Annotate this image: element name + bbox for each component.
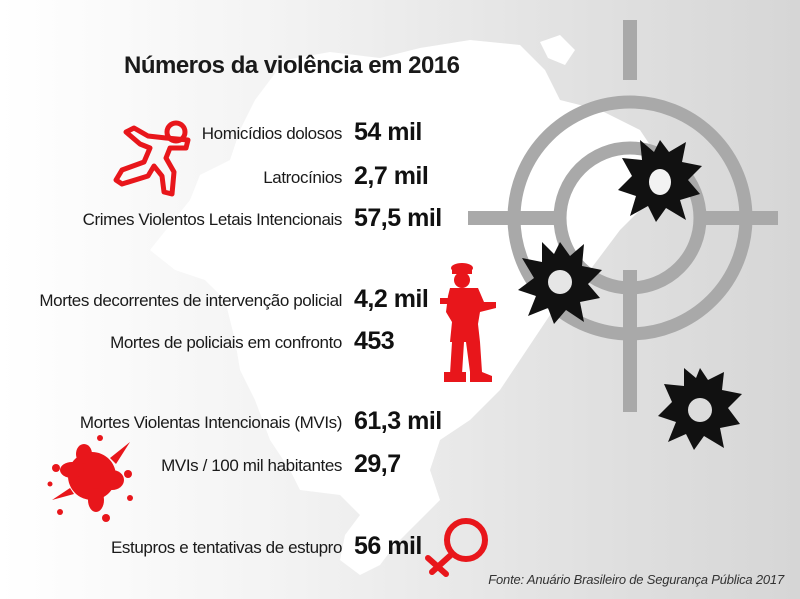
stat-value-cvli: 57,5 mil bbox=[354, 204, 442, 232]
stat-label-mortes-intervencao-policial: Mortes decorrentes de intervenção polici… bbox=[39, 291, 342, 310]
stat-value-mvis-por-100-mil: 29,7 bbox=[354, 450, 401, 478]
stat-value-mvis: 61,3 mil bbox=[354, 407, 442, 435]
stat-label-mvis-por-100-mil: MVIs / 100 mil habitantes bbox=[161, 456, 342, 475]
stat-value-estupros: 56 mil bbox=[354, 532, 422, 560]
stat-label-homicidios-dolosos: Homicídios dolosos bbox=[201, 124, 343, 143]
stat-label-cvli: Crimes Violentos Letais Intencionais bbox=[82, 210, 343, 229]
stat-value-homicidios-dolosos: 54 mil bbox=[354, 118, 422, 146]
stat-label-latrocinios: Latrocínios bbox=[263, 168, 342, 187]
bullet-hole-icon bbox=[658, 368, 742, 450]
bullet-hole-icon bbox=[618, 140, 702, 222]
body-outline-icon bbox=[113, 120, 191, 197]
female-symbol-icon bbox=[425, 518, 488, 577]
stat-label-mortes-policiais-confronto: Mortes de policiais em confronto bbox=[110, 333, 342, 352]
stat-value-latrocinios: 2,7 mil bbox=[354, 162, 429, 190]
source-note: Fonte: Anuário Brasileiro de Segurança P… bbox=[488, 572, 784, 587]
police-officer-icon bbox=[440, 263, 496, 382]
blood-splatter-icon bbox=[47, 435, 133, 522]
infographic-title: Números da violência em 2016 bbox=[124, 52, 460, 79]
stat-label-mvis: Mortes Violentas Intencionais (MVIs) bbox=[79, 413, 343, 432]
stat-label-estupros: Estupros e tentativas de estupro bbox=[110, 538, 342, 557]
stat-value-mortes-policiais-confronto: 453 bbox=[354, 327, 395, 355]
bullet-hole-icon bbox=[518, 242, 602, 324]
stat-value-mortes-intervencao-policial: 4,2 mil bbox=[354, 285, 429, 313]
